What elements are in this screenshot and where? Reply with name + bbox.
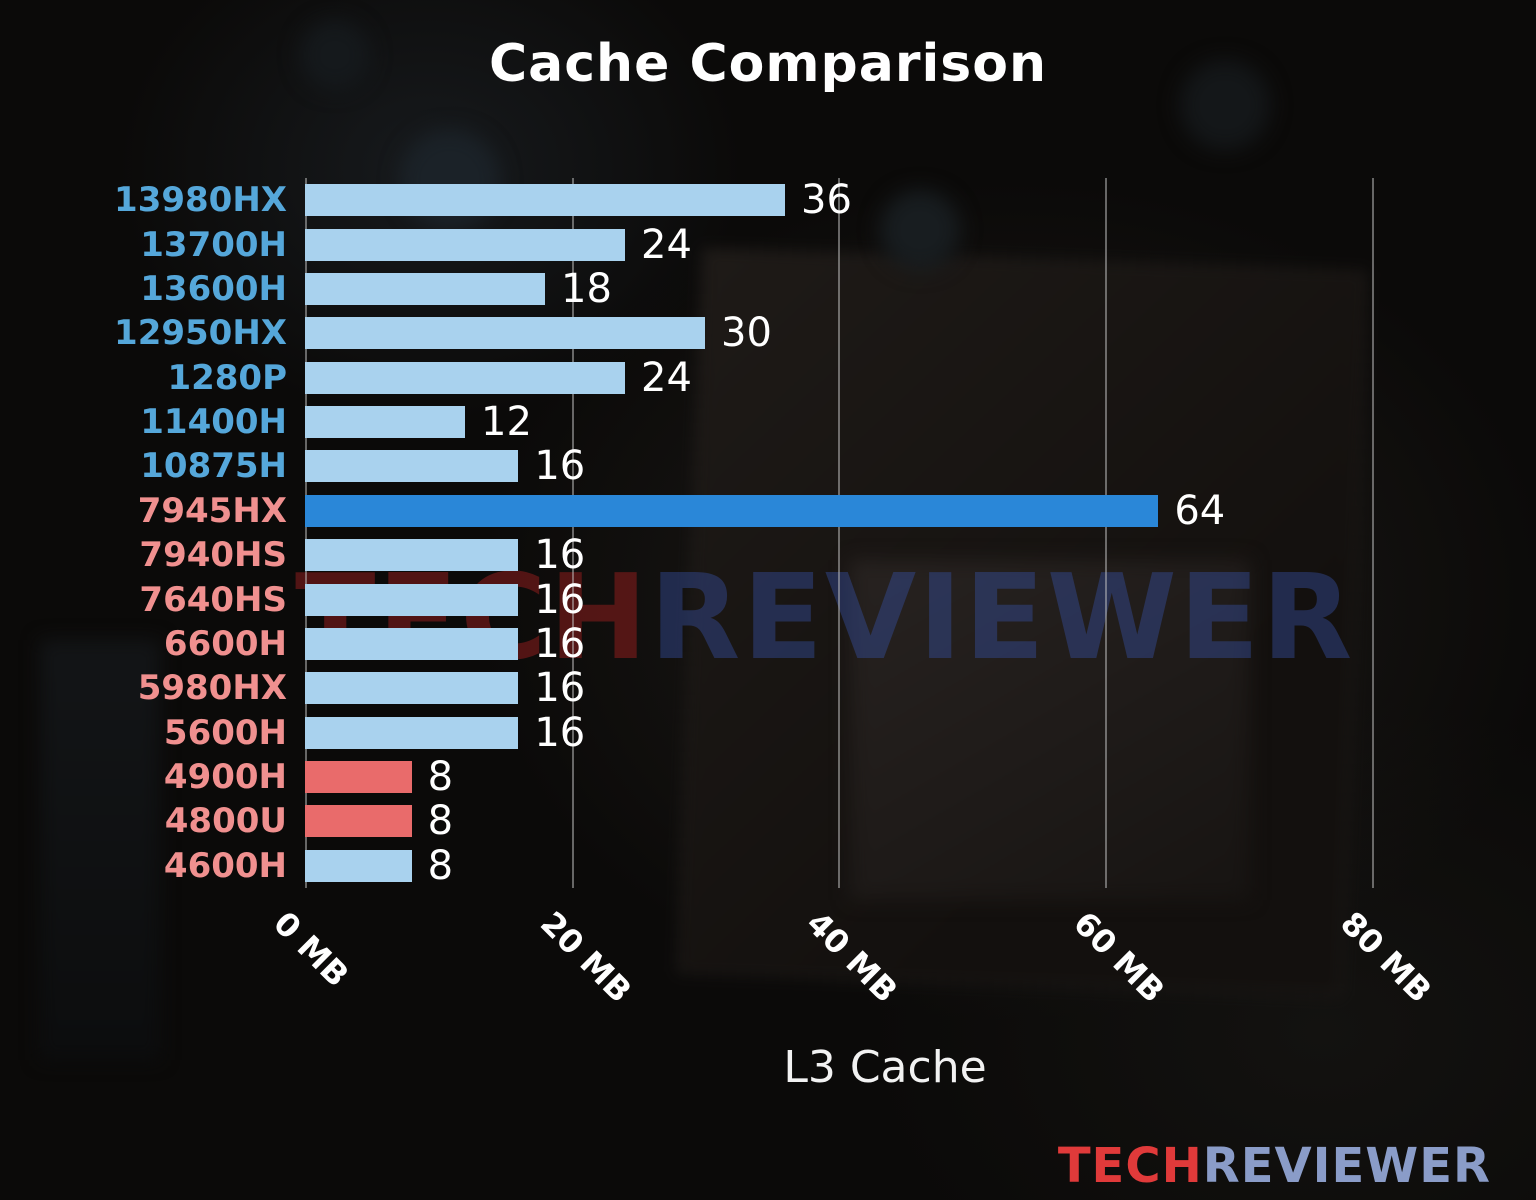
bar-row: 1280P 24 <box>167 354 1465 401</box>
gridline <box>1371 178 1374 888</box>
category-label: 11400H <box>140 402 287 443</box>
bar <box>305 849 412 882</box>
value-label: 16 <box>534 576 586 623</box>
capacitor-photo <box>880 190 960 270</box>
x-axis-ticks: 0 MB 20 MB 40 MB 60 MB 80 MB <box>266 888 1465 1038</box>
category-label: 13700H <box>140 224 287 265</box>
bar <box>305 317 705 350</box>
bar <box>305 228 625 261</box>
value-label: 8 <box>427 842 454 889</box>
bar <box>305 272 545 305</box>
category-label: 4900H <box>163 757 287 798</box>
watermark: TECHREVIEWER <box>295 548 1354 686</box>
category-label: 13600H <box>140 268 287 309</box>
bar-rows: 13980HX 36 13700H 24 13600H 18 12950HX 30 1280P 2… <box>114 177 1465 889</box>
gridline <box>305 178 307 888</box>
value-label: 8 <box>427 798 454 845</box>
cpu-die-photo <box>850 560 1250 900</box>
brand-logo: TECHREVIEWER <box>1058 1138 1491 1194</box>
bar-row: 7940HS 16 <box>139 532 1465 579</box>
category-label: 7640HS <box>139 579 287 620</box>
category-label: 4800U <box>164 801 287 842</box>
value-label: 16 <box>534 443 586 490</box>
bar <box>305 184 785 217</box>
category-label: 12950HX <box>114 313 287 354</box>
capacitor-photo <box>300 20 370 90</box>
gridline <box>1105 178 1107 888</box>
bar-row: 7640HS 16 <box>139 576 1465 623</box>
bar-row: 7945HX 64 <box>138 487 1465 534</box>
category-label: 7945HX <box>137 490 287 531</box>
category-label: 6600H <box>163 623 287 664</box>
bar <box>305 450 519 483</box>
bar-row: 5980HX 16 <box>138 665 1465 712</box>
watermark-reviewer: REVIEWER <box>649 548 1355 686</box>
bar <box>305 361 625 394</box>
plot-area: 13980HX 36 13700H 24 13600H 18 12950HX 30 1280P 2… <box>114 177 1465 1010</box>
category-label: 5600H <box>163 712 287 753</box>
bar <box>305 539 519 572</box>
category-label: 13980HX <box>114 180 287 221</box>
category-label: 1280P <box>167 357 287 398</box>
capacitor-photo <box>1180 60 1270 150</box>
bar-row: 4900H 8 <box>164 754 1465 801</box>
value-label: 12 <box>481 399 532 446</box>
value-label: 64 <box>1174 487 1226 534</box>
bar-row: 5600H 16 <box>164 709 1465 756</box>
value-label: 16 <box>534 620 586 667</box>
bar-row: 12950HX 30 <box>114 310 1465 357</box>
motherboard-slot-photo <box>40 640 160 1060</box>
bar-row: 13980HX 36 <box>114 177 1465 224</box>
value-label: 24 <box>641 354 692 401</box>
x-axis-label: L3 Cache <box>783 1042 987 1093</box>
brand-logo-reviewer: REVIEWER <box>1202 1138 1491 1194</box>
x-tick-label: 40 MB <box>799 904 906 1010</box>
category-label: 4600H <box>163 845 287 886</box>
value-label: 18 <box>561 265 612 312</box>
x-tick-label: 80 MB <box>1332 904 1439 1010</box>
x-tick-label: 20 MB <box>532 904 639 1010</box>
category-label: 5980HX <box>137 668 287 709</box>
bar <box>305 494 1159 527</box>
bar-row: 13600H 18 <box>140 265 1465 312</box>
category-label: 10875H <box>140 446 287 487</box>
value-label: 8 <box>427 754 454 801</box>
bar-row: 13700H 24 <box>140 221 1465 268</box>
bar <box>305 627 519 660</box>
value-label: 24 <box>641 221 692 268</box>
bar <box>305 583 519 616</box>
bar <box>305 672 519 705</box>
value-label: 16 <box>534 532 586 579</box>
brand-logo-tech: TECH <box>1057 1138 1203 1194</box>
bar-row: 6600H 16 <box>164 620 1465 667</box>
bar <box>305 406 465 439</box>
value-label: 30 <box>721 310 772 357</box>
category-label: 7940HS <box>139 535 287 576</box>
bar <box>305 761 412 794</box>
bar <box>305 716 519 749</box>
bar-row: 4800U 8 <box>165 798 1465 845</box>
value-label: 16 <box>534 665 586 712</box>
gridline <box>838 178 841 888</box>
chart-title: Cache Comparison <box>488 34 1047 94</box>
bar-row: 10875H 16 <box>140 443 1465 490</box>
bar-row: 11400H 12 <box>140 399 1465 446</box>
x-tick-label: 60 MB <box>1066 904 1173 1010</box>
gridline <box>571 178 574 888</box>
bar-row: 4600H 8 <box>164 842 1465 889</box>
value-label: 36 <box>801 177 852 224</box>
value-label: 16 <box>534 709 586 756</box>
bar <box>305 805 412 838</box>
